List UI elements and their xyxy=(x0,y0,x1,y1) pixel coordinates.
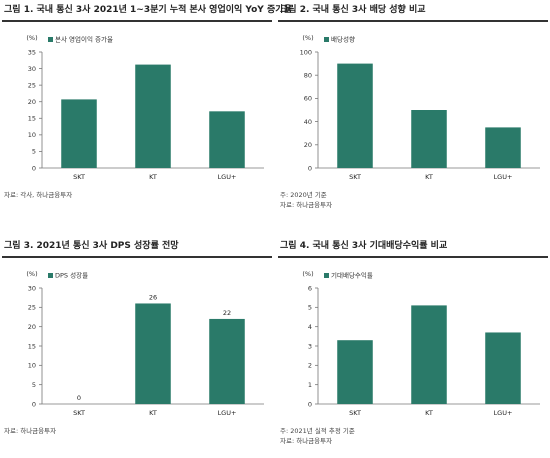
source-note: 자료: 하나금융투자 xyxy=(4,426,57,435)
y-unit-label: (%) xyxy=(302,270,313,278)
chart-notes: 자료: 각사, 하나금융투자 xyxy=(2,190,272,200)
bar-kt xyxy=(135,64,171,168)
legend-swatch xyxy=(324,272,329,278)
y-tick-label: 15 xyxy=(28,114,36,122)
legend-swatch xyxy=(324,36,329,42)
y-tick-label: 0 xyxy=(32,164,36,172)
bar-chart-dps-growth: (%) 0 5 10 15 20 25 30 DPS 성장률 SKT 0 KT 26 LGU+ 22 xyxy=(26,270,264,417)
x-category-label: SKT xyxy=(73,409,85,417)
title-divider xyxy=(278,20,548,22)
chart-notes: 주: 2021년 실적 추정 기준 자료: 하나금융투자 xyxy=(278,426,548,446)
y-tick-label: 15 xyxy=(28,342,36,350)
y-tick-label: 10 xyxy=(28,131,36,139)
y-unit-label: (%) xyxy=(26,270,37,278)
chart-notes: 주: 2020년 기준 자료: 하나금융투자 xyxy=(278,190,548,210)
bar-lguplus xyxy=(209,110,245,168)
y-tick-label: 30 xyxy=(28,64,36,72)
source-note: 자료: 하나금융투자 xyxy=(280,200,333,209)
y-tick-label: 2 xyxy=(308,361,312,369)
basis-note: 주: 2021년 실적 추정 기준 xyxy=(280,426,355,435)
y-tick-label: 35 xyxy=(28,48,36,56)
source-note: 자료: 각사, 하나금융투자 xyxy=(4,190,73,199)
x-category-label: SKT xyxy=(73,173,85,181)
x-category-label: LGU+ xyxy=(494,409,513,417)
chart-title: 그림 2. 국내 통신 3사 배당 성향 비교 xyxy=(280,5,426,15)
bar-skt xyxy=(337,63,373,168)
legend-label: 본사 영업이익 증가율 xyxy=(55,34,113,43)
x-category-label: KT xyxy=(425,173,433,181)
y-tick-label: 3 xyxy=(308,342,312,350)
y-tick-label: 4 xyxy=(308,322,312,330)
y-tick-label: 0 xyxy=(32,400,36,408)
source-note: 자료: 하나금융투자 xyxy=(280,436,333,445)
y-tick-label: 0 xyxy=(308,400,312,408)
chart-title: 그림 1. 국내 통신 3사 2021년 1~3분기 누적 본사 영업이익 Yo… xyxy=(4,5,292,15)
chart-panel-3: 그림 3. 2021년 통신 3사 DPS 성장률 전망 (%) 0 5 10 15 20… xyxy=(2,238,272,436)
legend-swatch xyxy=(48,36,53,42)
y-tick-label: 1 xyxy=(308,380,312,388)
chart-title: 그림 4. 국내 통신 3사 기대배당수익률 비교 xyxy=(280,241,448,251)
x-category-label: SKT xyxy=(349,173,361,181)
x-category-label: LGU+ xyxy=(494,173,513,181)
legend-swatch xyxy=(48,272,53,278)
bar-kt xyxy=(411,109,447,168)
y-tick-label: 40 xyxy=(304,117,312,125)
legend-label: 기대배당수익률 xyxy=(331,270,373,279)
bar-chart-dividend-payout: (%) 0 20 40 60 80 100 배당성향 SKT KT LGU+ xyxy=(300,34,540,181)
bar-chart-operating-profit-growth: (%) 0 5 10 15 20 25 30 35 본사 영업이익 증가율 SKT KT LGU+ xyxy=(26,34,264,181)
y-tick-label: 5 xyxy=(308,303,312,311)
x-category-label: KT xyxy=(149,173,157,181)
bar-lguplus xyxy=(209,318,245,404)
y-tick-label: 0 xyxy=(308,164,312,172)
y-tick-label: 6 xyxy=(308,284,312,292)
chart-title: 그림 3. 2021년 통신 3사 DPS 성장률 전망 xyxy=(4,241,179,251)
legend-label: 배당성향 xyxy=(331,34,355,43)
bar-data-label: 22 xyxy=(223,308,231,316)
bar-data-label: 26 xyxy=(149,293,157,301)
y-tick-label: 25 xyxy=(28,81,36,89)
y-unit-label: (%) xyxy=(26,34,37,42)
y-tick-label: 100 xyxy=(300,48,312,56)
chart-panel-4: 그림 4. 국내 통신 3사 기대배당수익률 비교 (%) 0 1 2 3 4 5 6 기대배당… xyxy=(278,238,548,446)
title-divider xyxy=(2,20,272,22)
y-tick-label: 20 xyxy=(28,322,36,330)
title-divider xyxy=(278,256,548,258)
y-tick-label: 5 xyxy=(32,380,36,388)
title-divider xyxy=(2,256,272,258)
x-category-label: KT xyxy=(425,409,433,417)
y-unit-label: (%) xyxy=(302,34,313,42)
chart-panel-1: 그림 1. 국내 통신 3사 2021년 1~3분기 누적 본사 영업이익 Yo… xyxy=(2,2,292,200)
x-category-label: LGU+ xyxy=(218,409,237,417)
y-tick-label: 30 xyxy=(28,284,36,292)
bar-data-label: 0 xyxy=(77,394,81,402)
y-tick-label: 5 xyxy=(32,147,36,155)
y-tick-label: 10 xyxy=(28,361,36,369)
legend-label: DPS 성장률 xyxy=(55,270,88,279)
y-tick-label: 25 xyxy=(28,303,36,311)
y-tick-label: 80 xyxy=(304,71,312,79)
y-tick-label: 60 xyxy=(304,94,312,102)
y-tick-label: 20 xyxy=(304,141,312,149)
chart-notes: 자료: 하나금융투자 xyxy=(2,426,272,436)
x-category-label: LGU+ xyxy=(218,173,237,181)
bar-skt xyxy=(61,98,97,168)
bar-lguplus xyxy=(485,126,521,168)
chart-panel-2: 그림 2. 국내 통신 3사 배당 성향 비교 (%) 0 20 40 60 80 100 배… xyxy=(278,2,548,210)
y-tick-label: 20 xyxy=(28,98,36,106)
x-category-label: SKT xyxy=(349,409,361,417)
bar-kt xyxy=(411,304,447,404)
x-category-label: KT xyxy=(149,409,157,417)
bar-lguplus xyxy=(485,331,521,404)
bar-skt xyxy=(337,339,373,404)
bar-kt xyxy=(135,302,171,404)
basis-note: 주: 2020년 기준 xyxy=(280,190,327,199)
bar-chart-dividend-yield: (%) 0 1 2 3 4 5 6 기대배당수익률 SKT KT LGU+ xyxy=(302,270,540,417)
